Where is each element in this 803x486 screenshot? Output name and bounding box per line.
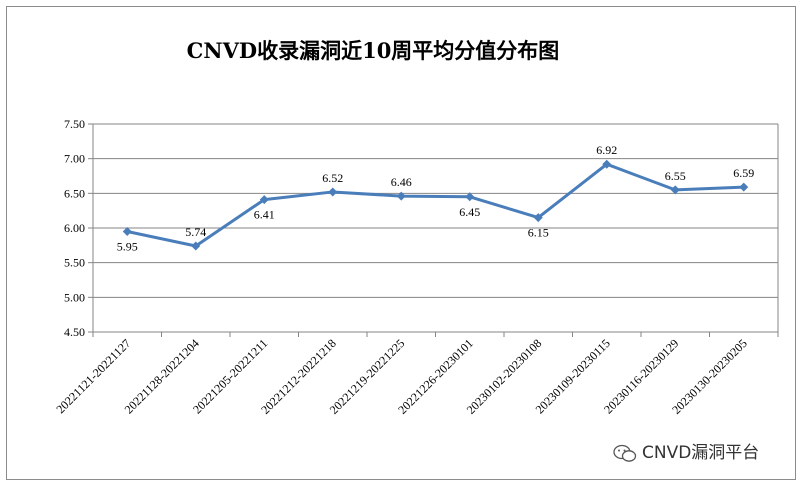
- data-point-marker: [465, 192, 475, 202]
- data-point-marker: [739, 182, 749, 192]
- y-axis-ticks: 4.50 5.00 5.50 6.00 6.50 7.00 7.50: [64, 117, 93, 339]
- wechat-icon: [613, 444, 637, 462]
- data-labels: 5.95 5.74 6.41 6.52 6.46 6.45 6.15 6.92 6.55 6.59: [117, 143, 755, 253]
- y-tick-label: 4.50: [64, 325, 85, 339]
- data-label: 6.46: [391, 175, 412, 189]
- series-line: [122, 159, 749, 251]
- chart-title: CNVD收录漏洞近10周平均分值分布图: [187, 38, 560, 63]
- y-tick-label: 5.00: [64, 290, 85, 304]
- chart-frame: [6, 6, 796, 480]
- data-label: 6.41: [254, 208, 275, 222]
- x-tick-label: 20221121-20221127: [53, 336, 133, 416]
- data-label: 6.55: [665, 169, 686, 183]
- data-point-marker: [670, 185, 680, 195]
- x-tick-label: 20230109-20230115: [533, 336, 613, 416]
- watermark-text: CNVD漏洞平台: [642, 443, 759, 463]
- data-label: 6.92: [596, 143, 617, 157]
- y-tick-label: 7.00: [64, 152, 85, 166]
- data-label: 6.52: [322, 171, 343, 185]
- y-tick-label: 6.50: [64, 186, 85, 200]
- data-label: 6.15: [528, 226, 549, 240]
- data-label: 5.95: [117, 239, 138, 253]
- data-point-marker: [396, 191, 406, 201]
- data-point-marker: [259, 195, 269, 205]
- data-label: 5.74: [185, 225, 206, 239]
- x-axis-ticks: 20221121-2022112720221128-20221204202212…: [53, 332, 779, 417]
- x-tick-label: 20221212-20221218: [258, 336, 339, 417]
- x-tick-label: 20230130-20230205: [669, 336, 750, 417]
- x-tick-label: 20221205-20221211: [190, 336, 270, 416]
- y-tick-label: 7.50: [64, 117, 85, 131]
- data-point-marker: [533, 213, 543, 223]
- watermark: CNVD漏洞平台: [613, 443, 759, 463]
- x-tick-label: 20221128-20221204: [122, 336, 202, 416]
- x-tick-label: 20230116-20230129: [601, 336, 681, 416]
- data-label: 6.45: [459, 205, 480, 219]
- x-tick-label: 20221226-20230101: [395, 336, 476, 417]
- x-tick-label: 20230102-20230108: [464, 336, 545, 417]
- y-tick-label: 6.00: [64, 221, 85, 235]
- data-label: 6.59: [733, 166, 754, 180]
- gridlines: [92, 123, 779, 333]
- y-tick-label: 5.50: [64, 256, 85, 270]
- data-point-marker: [191, 241, 201, 251]
- data-point-marker: [122, 226, 132, 236]
- x-tick-label: 20221219-20221225: [327, 336, 408, 417]
- series-line-path: [126, 162, 744, 248]
- data-point-marker: [602, 159, 612, 169]
- data-point-marker: [328, 187, 338, 197]
